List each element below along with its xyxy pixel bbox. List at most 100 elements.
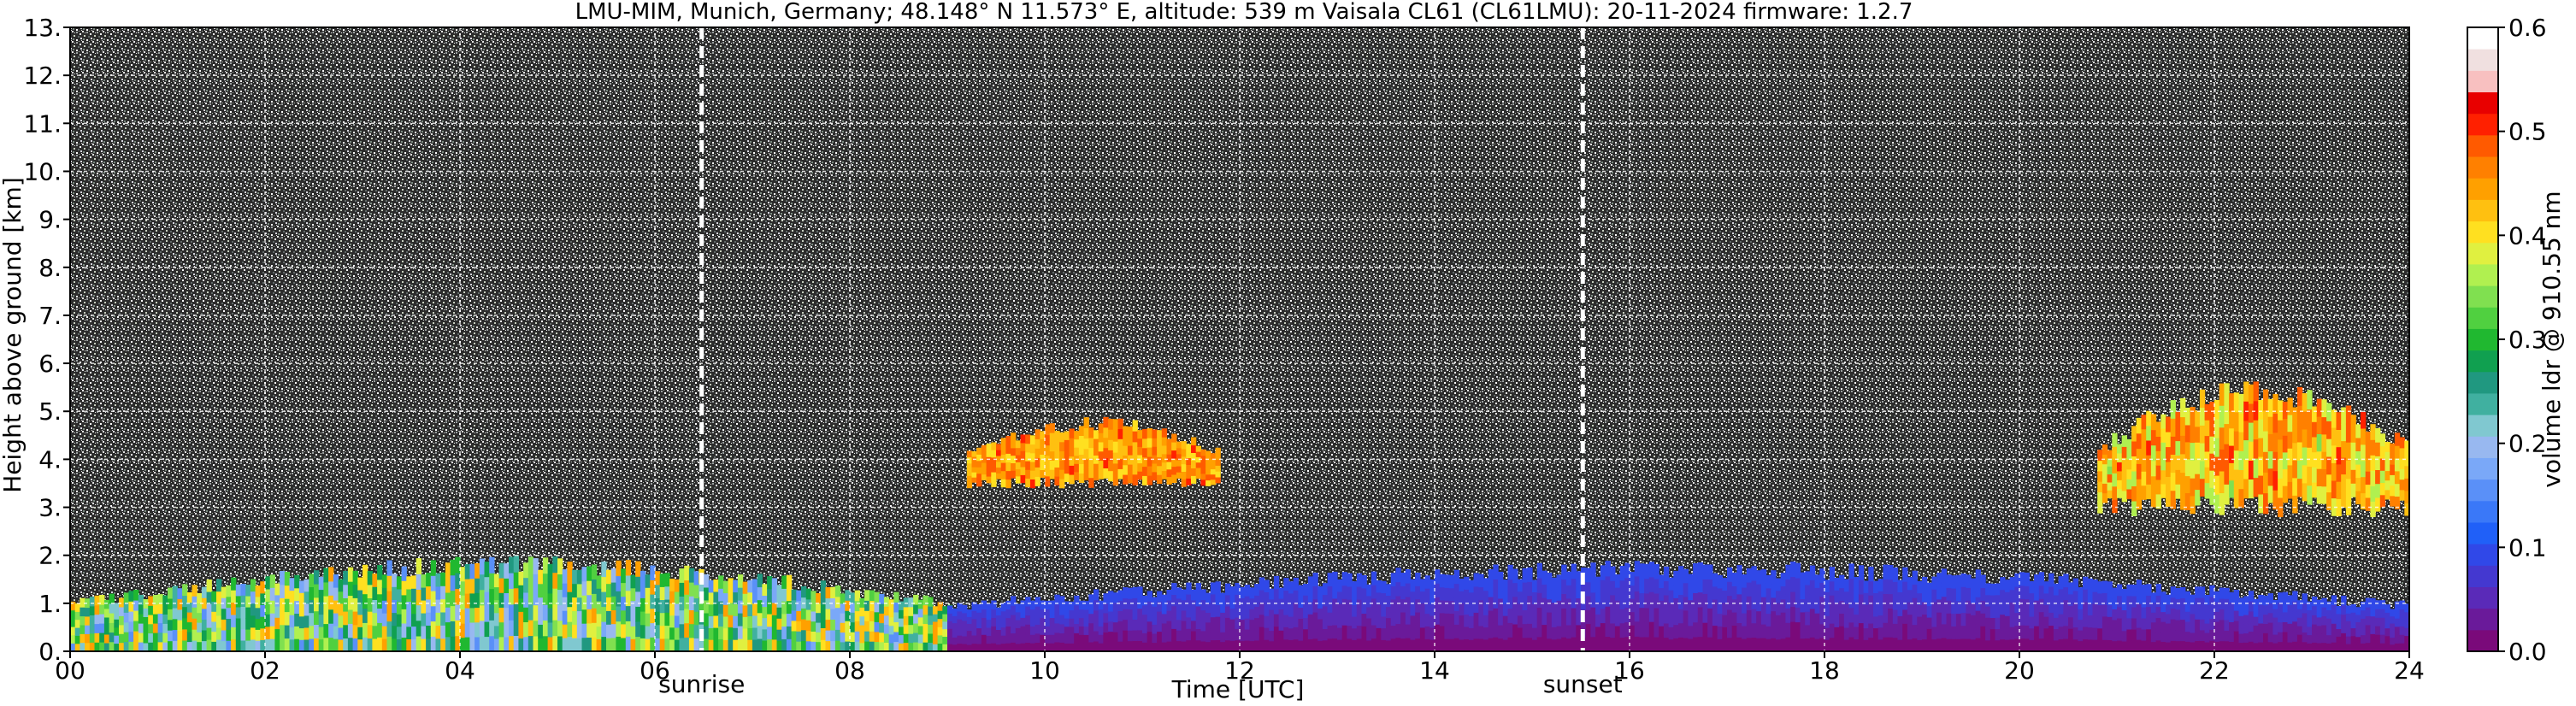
ldr-cell xyxy=(1926,594,1932,607)
ldr-cell xyxy=(2292,477,2298,496)
ldr-cell xyxy=(2321,468,2327,487)
ldr-cell xyxy=(80,597,85,608)
ldr-cell xyxy=(1195,583,1201,595)
ldr-cell xyxy=(1435,569,1441,584)
ldr-cell xyxy=(952,622,958,631)
ldr-cell xyxy=(805,598,811,610)
ldr-cell xyxy=(1210,458,1217,464)
ldr-cell xyxy=(1989,628,1996,641)
ldr-cell xyxy=(2219,609,2225,621)
ldr-cell xyxy=(1327,612,1333,626)
ldr-cell xyxy=(1907,577,1913,591)
ldr-cell xyxy=(625,574,632,591)
ldr-cell xyxy=(363,593,368,609)
ldr-cell xyxy=(460,567,466,582)
ldr-cell xyxy=(1624,636,1630,652)
ldr-cell xyxy=(742,616,748,629)
ldr-cell xyxy=(1361,613,1367,627)
ldr-cell xyxy=(1376,591,1382,605)
ldr-cell xyxy=(1205,641,1211,652)
ldr-cell xyxy=(2126,628,2132,641)
ldr-cell xyxy=(2209,629,2215,641)
ldr-cell xyxy=(1907,614,1913,627)
ldr-cell xyxy=(1561,637,1567,652)
ldr-cell xyxy=(1273,601,1280,615)
ldr-cell xyxy=(1278,619,1284,631)
ldr-cell xyxy=(1117,458,1123,469)
ldr-cell xyxy=(1181,589,1187,601)
ldr-cell xyxy=(430,605,437,622)
ldr-cell xyxy=(2195,586,2201,598)
ldr-cell xyxy=(1595,626,1601,639)
ldr-cell xyxy=(2263,632,2269,643)
ldr-cell xyxy=(635,606,641,622)
ldr-cell xyxy=(1834,578,1840,591)
ldr-cell xyxy=(728,602,734,615)
ldr-cell xyxy=(801,619,807,631)
ldr-cell xyxy=(143,633,149,644)
ldr-cell xyxy=(1912,570,1918,585)
ldr-cell xyxy=(601,606,607,622)
ldr-cell xyxy=(1224,617,1231,630)
ldr-cell xyxy=(1883,622,1889,638)
ldr-cell xyxy=(2312,624,2318,634)
ldr-cell xyxy=(2399,437,2405,449)
ldr-cell xyxy=(1873,604,1879,617)
ldr-cell xyxy=(2097,491,2103,503)
ldr-cell xyxy=(2370,633,2376,644)
ldr-cell xyxy=(509,588,515,605)
ldr-cell xyxy=(1210,468,1217,475)
ldr-cell xyxy=(859,615,865,626)
ldr-cell xyxy=(669,579,675,591)
ldr-cell xyxy=(2204,482,2210,499)
ldr-cell xyxy=(879,622,885,633)
ldr-cell xyxy=(226,629,232,641)
ldr-cell xyxy=(1093,609,1099,621)
ldr-cell xyxy=(981,626,987,635)
ldr-cell xyxy=(1989,639,1996,652)
ldr-cell xyxy=(957,619,963,628)
ldr-cell xyxy=(1176,609,1182,621)
ldr-cell xyxy=(231,602,237,615)
ldr-cell xyxy=(504,578,510,593)
ldr-cell xyxy=(1000,446,1006,456)
ldr-cell xyxy=(1663,623,1670,638)
ldr-cell xyxy=(1848,621,1854,638)
ldr-cell xyxy=(733,603,739,616)
ldr-cell xyxy=(1205,450,1211,457)
ldr-cell xyxy=(309,638,315,652)
ldr-cell xyxy=(2229,445,2235,463)
ldr-cell xyxy=(2404,465,2410,479)
ldr-cell xyxy=(1069,618,1075,627)
ldr-cell xyxy=(162,642,168,652)
ldr-cell xyxy=(2170,640,2176,652)
ldr-cell xyxy=(352,570,358,585)
ldr-cell xyxy=(1415,625,1421,639)
ldr-cell xyxy=(1824,580,1830,592)
ldr-cell xyxy=(1191,452,1197,461)
ldr-cell xyxy=(367,571,373,585)
ldr-cell xyxy=(2078,640,2084,652)
ldr-cell xyxy=(1005,626,1011,635)
ldr-cell xyxy=(2107,627,2113,640)
ldr-cell xyxy=(893,591,899,603)
ldr-cell xyxy=(1776,627,1782,640)
ldr-cell xyxy=(2199,629,2206,641)
ldr-cell xyxy=(713,639,719,652)
ldr-cell xyxy=(825,597,831,609)
ldr-cell xyxy=(1332,585,1338,599)
ldr-cell xyxy=(1142,428,1148,439)
ldr-cell xyxy=(1181,463,1187,472)
ldr-cell xyxy=(2243,614,2249,625)
ldr-cell xyxy=(2101,604,2108,617)
ldr-cell xyxy=(1395,637,1401,652)
ldr-cell xyxy=(869,621,875,632)
ldr-cell xyxy=(650,637,656,652)
ldr-cell xyxy=(2379,445,2386,459)
ldr-cell xyxy=(1112,632,1119,643)
ldr-cell xyxy=(152,614,159,624)
ldr-cell xyxy=(1809,608,1816,624)
ldr-cell xyxy=(2121,599,2127,610)
ldr-cell xyxy=(1468,627,1475,640)
ldr-cell xyxy=(1600,622,1606,638)
